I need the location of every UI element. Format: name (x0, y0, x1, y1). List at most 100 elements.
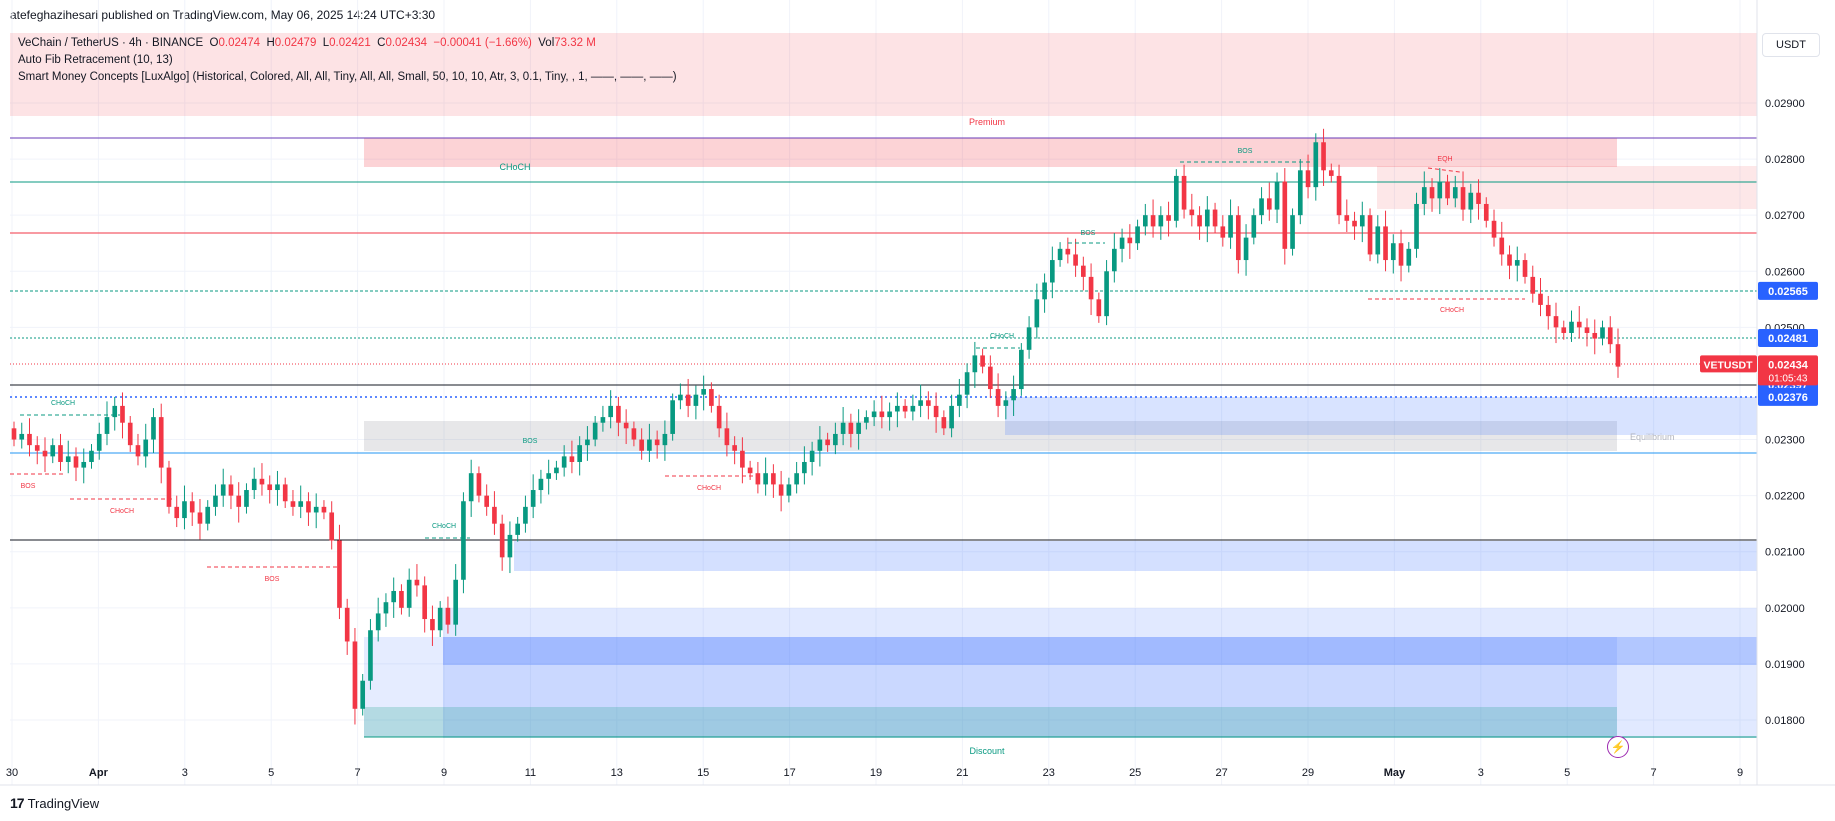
candle (1050, 246, 1055, 299)
candle (1057, 242, 1063, 267)
candle-body (1274, 181, 1280, 210)
candle-body (306, 501, 311, 513)
volume-value: 73.32 M (554, 37, 596, 49)
candle-body (856, 422, 861, 434)
candle-body (11, 428, 17, 440)
candle (96, 422, 102, 460)
candle (1429, 178, 1435, 212)
candle-body (639, 439, 644, 451)
candle-body (1297, 170, 1303, 216)
candle (523, 495, 528, 533)
publisher-line: atefeghazihesari published on TradingVie… (10, 8, 436, 22)
bos-label-low: BOS (265, 576, 280, 583)
candle-body (1429, 187, 1435, 199)
candle-body (368, 630, 373, 681)
candle-body (879, 411, 885, 418)
candle (1158, 206, 1164, 240)
candle-body (58, 445, 63, 462)
candle (267, 475, 273, 504)
candle (244, 483, 249, 514)
candle (561, 445, 567, 477)
candle (755, 461, 761, 494)
currency-selector[interactable]: USDT (1762, 33, 1820, 57)
candle-body (1003, 400, 1009, 406)
candle (1220, 215, 1226, 247)
candle-body (1584, 327, 1590, 333)
candle-body (902, 405, 908, 412)
candle-body (1452, 187, 1458, 199)
demand-zone-mid (1005, 397, 1757, 435)
candle (1344, 199, 1350, 233)
candle-body (1367, 215, 1373, 255)
candle-body (1243, 237, 1249, 261)
candle-body (1057, 248, 1063, 261)
candle-body (957, 394, 962, 406)
candle (34, 436, 40, 465)
candle-body (313, 506, 319, 513)
candle (1545, 295, 1551, 330)
candle-body (34, 445, 40, 451)
candle (778, 470, 784, 512)
candle-body (89, 450, 94, 462)
candle (662, 420, 668, 461)
candle (1088, 263, 1094, 316)
candle-body (988, 366, 993, 390)
candle-body (995, 389, 1001, 406)
candle (1251, 208, 1257, 245)
price-tick-label: 0.02300 (1765, 435, 1805, 447)
candle (1073, 238, 1078, 277)
candle-body (251, 478, 257, 491)
discount-label: Discount (969, 746, 1005, 756)
candle-body (453, 579, 459, 625)
candle-body (228, 484, 234, 496)
candle (430, 605, 435, 646)
candle-body (1460, 187, 1466, 210)
time-tick-label: 21 (956, 767, 968, 779)
candle (701, 375, 706, 411)
candle (499, 514, 505, 571)
candle (833, 422, 838, 455)
candle-body (577, 445, 582, 462)
candle (1452, 175, 1458, 208)
candle-body (980, 355, 985, 367)
candle-body (1150, 215, 1156, 227)
candle-body (654, 439, 660, 446)
candle-body (724, 428, 730, 446)
candle (414, 564, 420, 597)
bolt-icon[interactable]: ⚡ (1607, 736, 1629, 758)
candle (182, 485, 187, 530)
candle-body (964, 372, 970, 395)
candle-body (236, 495, 242, 507)
candle (197, 499, 203, 540)
candle-body (275, 484, 280, 491)
time-tick-label: 29 (1302, 767, 1314, 779)
candle (600, 405, 606, 432)
indicator-smc[interactable]: Smart Money Concepts [LuxAlgo] (Historic… (18, 71, 677, 83)
candle (1398, 229, 1404, 282)
candle (275, 470, 280, 506)
candle-body (383, 602, 389, 614)
candle (902, 399, 908, 419)
candle (840, 407, 846, 446)
candle-body (569, 456, 575, 462)
candle (306, 492, 311, 526)
candle-body (112, 405, 118, 418)
candle-body (1375, 226, 1381, 255)
candle-body (205, 506, 211, 524)
price-axis: 0.029000.028000.027000.026000.025000.023… (1765, 98, 1805, 727)
candle (1321, 128, 1326, 187)
candle (1445, 174, 1450, 206)
demand-zone-4 (443, 637, 1757, 665)
candle (763, 457, 768, 496)
candle (1259, 187, 1264, 225)
price-tick-label: 0.02100 (1765, 547, 1805, 559)
candle (1197, 206, 1202, 240)
candle-body (499, 523, 505, 558)
candle (538, 469, 544, 504)
candle-body (585, 439, 590, 446)
indicator-fib[interactable]: Auto Fib Retracement (10, 13) (18, 54, 173, 66)
candle-body (414, 579, 420, 586)
candle (926, 391, 931, 420)
tradingview-logo[interactable]: 17 TradingView (10, 795, 99, 811)
